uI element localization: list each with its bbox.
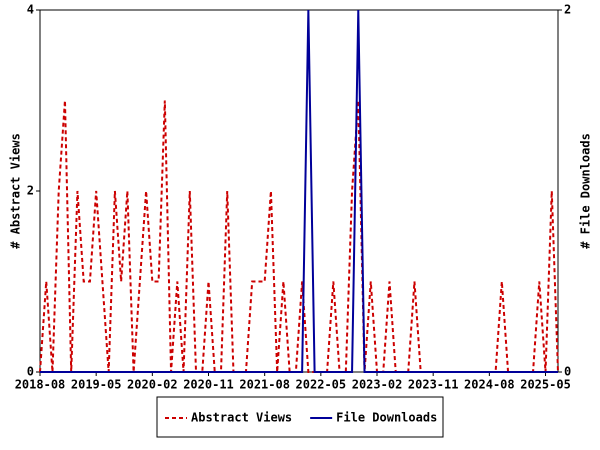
x-tick-label: 2018-08 <box>15 378 66 392</box>
y-tick-label: 2 <box>27 184 34 198</box>
series-line <box>39 100 559 373</box>
x-tick-label: 2021-08 <box>239 378 290 392</box>
legend-box <box>156 396 444 438</box>
series-line <box>40 9 558 373</box>
y2-tick-label: 0 <box>564 365 571 379</box>
x-tick-label: 2023-11 <box>408 378 459 392</box>
x-tick-label: 2020-11 <box>183 378 234 392</box>
legend-label: File Downloads <box>336 411 437 425</box>
x-tick-label: 2024-08 <box>464 378 515 392</box>
x-tick-label: 2025-05 <box>520 378 571 392</box>
y-tick-label: 4 <box>27 3 34 17</box>
y-tick-label: 0 <box>27 365 34 379</box>
x-tick-label: 2020-02 <box>127 378 178 392</box>
y-axis-label: # Abstract Views <box>9 133 23 249</box>
y2-tick-label: 2 <box>564 3 571 17</box>
y2-axis-label: # File Downloads <box>579 133 593 249</box>
x-tick-label: 2023-02 <box>352 378 403 392</box>
x-tick-label: 2019-05 <box>71 378 122 392</box>
x-tick-label: 2022-05 <box>296 378 347 392</box>
legend-label: Abstract Views <box>191 411 292 425</box>
